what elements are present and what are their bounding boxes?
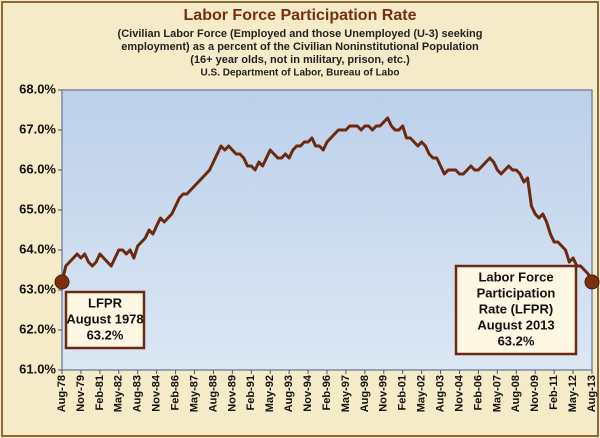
- chart-title: Labor Force Participation Rate: [184, 7, 417, 24]
- x-tick-label: May-02: [416, 375, 428, 412]
- x-tick-label: Nov-94: [302, 374, 314, 412]
- x-tick-label: May-07: [491, 375, 503, 412]
- annotation: LFPR: [88, 295, 123, 310]
- x-tick-label: Aug-03: [434, 375, 446, 412]
- annotation-box: [454, 264, 578, 356]
- y-tick-label: 64.0%: [19, 241, 56, 256]
- data-line: [60, 116, 594, 283]
- x-tick-label: Aug-98: [359, 375, 371, 412]
- annotation-box: [64, 290, 146, 350]
- x-tick-label: May-87: [188, 375, 200, 412]
- x-tick-label: Feb-86: [169, 375, 181, 410]
- x-tick-label: May-82: [113, 375, 125, 412]
- x-tick-label: Feb-11: [548, 375, 560, 410]
- x-tick-label: May-92: [264, 375, 276, 412]
- subtitle: U.S. Department of Labor, Bureau of Labo: [201, 68, 400, 79]
- annotation: August 2013: [477, 317, 554, 332]
- subtitle: (Civilian Labor Force (Employed and thos…: [118, 28, 483, 40]
- x-tick-label: Feb-06: [472, 375, 484, 410]
- end-point: [584, 274, 600, 290]
- x-tick-label: May-12: [567, 375, 579, 412]
- annotation: August 1978: [66, 311, 143, 326]
- x-tick-label: Aug-88: [207, 375, 219, 412]
- annotation: 63.2%: [498, 333, 535, 348]
- x-tick-label: Feb-91: [245, 375, 257, 410]
- x-tick-label: Feb-81: [94, 375, 106, 410]
- x-tick-label: Aug-13: [586, 375, 598, 412]
- annotation: Labor Force: [478, 269, 553, 284]
- y-tick-label: 61.0%: [19, 361, 56, 376]
- y-tick-label: 63.0%: [19, 281, 56, 296]
- subtitle: (16+ year olds, not in military, prison,…: [190, 54, 410, 66]
- annotation: Rate (LFPR): [479, 301, 553, 316]
- x-tick-label: Nov-84: [151, 374, 163, 412]
- end-point: [54, 274, 70, 290]
- x-tick-label: Nov-09: [529, 375, 541, 412]
- y-tick-label: 68.0%: [19, 81, 56, 96]
- subtitle: employment) as a percent of the Civilian…: [121, 41, 479, 53]
- x-tick-label: May-97: [340, 375, 352, 412]
- y-tick-label: 67.0%: [19, 121, 56, 136]
- x-tick-label: Nov-04: [453, 374, 465, 412]
- x-tick-label: Nov-79: [75, 375, 87, 412]
- x-tick-label: Feb-01: [397, 375, 409, 410]
- x-tick-label: Aug-93: [283, 375, 295, 412]
- x-tick-label: Nov-89: [226, 375, 238, 412]
- y-tick-label: 66.0%: [19, 161, 56, 176]
- x-tick-label: Aug-08: [510, 375, 522, 412]
- annotation: 63.2%: [87, 327, 124, 342]
- x-tick-label: Feb-96: [321, 375, 333, 410]
- x-tick-label: Nov-99: [378, 375, 390, 412]
- x-tick-label: Aug-83: [132, 375, 144, 412]
- x-tick-label: Aug-78: [56, 375, 68, 412]
- annotation: Participation: [477, 285, 556, 300]
- y-tick-label: 65.0%: [19, 201, 56, 216]
- y-tick-label: 62.0%: [19, 321, 56, 336]
